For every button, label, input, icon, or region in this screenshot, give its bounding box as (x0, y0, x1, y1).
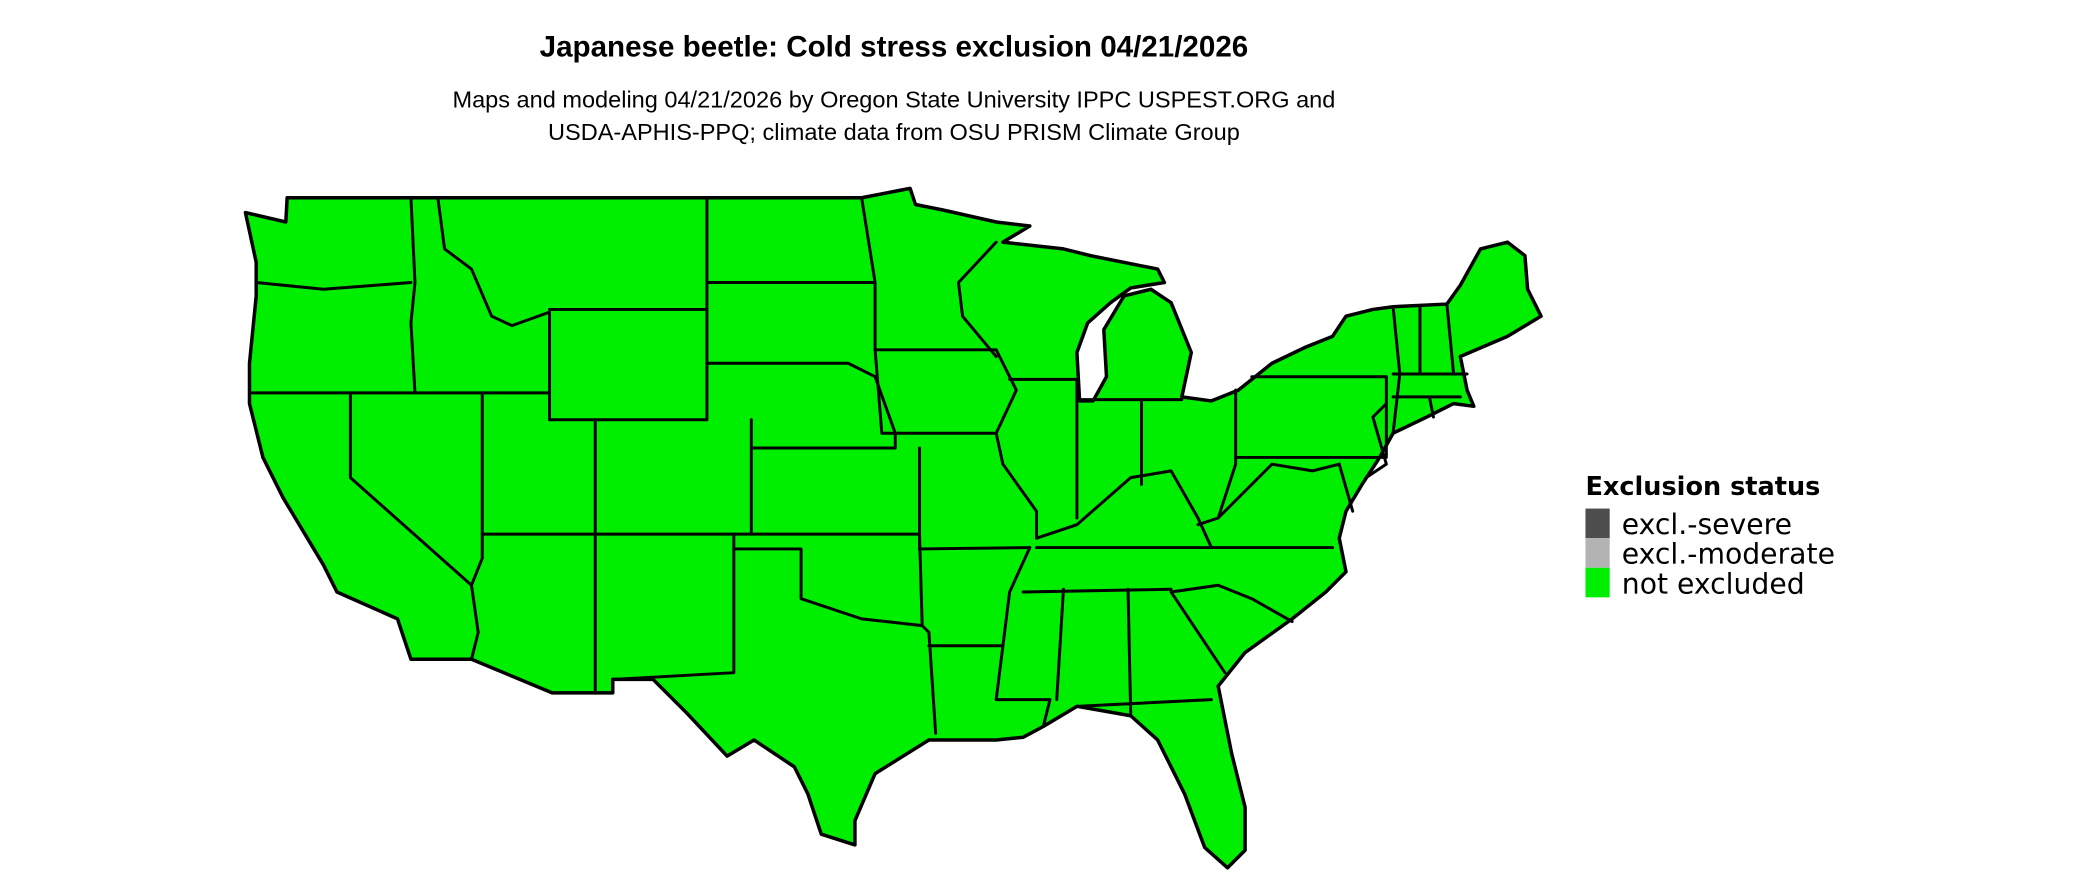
legend-label: excl.-moderate (1622, 538, 1835, 571)
state-borders (250, 196, 1469, 735)
subtitle-line-1: Maps and modeling 04/21/2026 by Oregon S… (452, 87, 1335, 113)
legend-item-excl-severe: excl.-severe (1585, 508, 1792, 541)
subtitle-line-2: USDA-APHIS-PPQ; climate data from OSU PR… (548, 119, 1240, 145)
legend-label: excl.-severe (1622, 508, 1792, 541)
us-outline (243, 186, 1543, 870)
legend-title: Exclusion status (1585, 472, 1820, 502)
us-map (243, 186, 1543, 870)
legend-swatch-severe (1585, 508, 1610, 539)
legend-swatch-not-excluded (1585, 567, 1610, 598)
map-title: Japanese beetle: Cold stress exclusion 0… (540, 31, 1249, 64)
legend-label: not excluded (1622, 567, 1805, 600)
legend: Exclusion status excl.-severe excl.-mode… (1585, 472, 1834, 600)
legend-item-excl-moderate: excl.-moderate (1585, 538, 1835, 571)
legend-swatch-moderate (1585, 538, 1610, 568)
legend-item-not-excluded: not excluded (1585, 567, 1805, 600)
